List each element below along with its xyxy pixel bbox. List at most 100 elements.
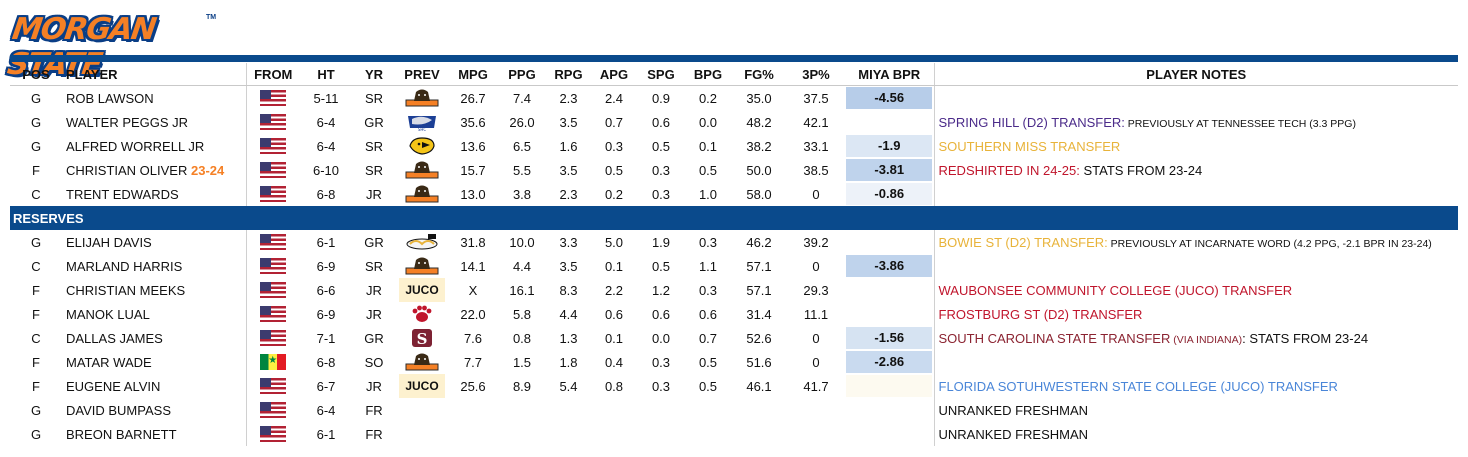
position-cell: F xyxy=(32,282,40,298)
table-row[interactable]: C MARLAND HARRIS 6-9 SR 14.1 4.4 3.5 0.1 0.5 1.1 5… xyxy=(10,254,1458,278)
table-row[interactable]: F EUGENE ALVIN 6-7 JR JUCO 25.6 8.9 5.4 0.8 0.3 0.… xyxy=(10,374,1458,398)
table-row[interactable]: G DAVID BUMPASS 6-4 FR UNRANKED FRESHMAN xyxy=(10,398,1458,422)
bpg-cell: 0.3 xyxy=(698,282,718,298)
column-header-apg[interactable]: APG xyxy=(591,63,637,86)
column-header-ht[interactable]: HT xyxy=(300,63,352,86)
note-text: BOWIE ST (D2) TRANSFER: xyxy=(938,234,1108,250)
apg-cell: 2.4 xyxy=(604,90,624,106)
ppg-cell: 6.5 xyxy=(512,138,532,154)
previous-school-cell xyxy=(396,350,448,374)
player-notes-cell: UNRANKED FRESHMAN xyxy=(933,422,1458,446)
table-row[interactable]: G ALFRED WORRELL JR 6-4 SR 13.6 6.5 1.6 0.3 0.5 0… xyxy=(10,134,1458,158)
mpg-cell: X xyxy=(468,282,478,298)
column-header-yr[interactable]: YR xyxy=(352,63,396,86)
bpg-cell: 0.5 xyxy=(698,162,718,178)
fg-pct-cell: 46.2 xyxy=(746,234,772,250)
previous-school-cell xyxy=(396,254,448,278)
apg-cell: 0.1 xyxy=(604,258,624,274)
height-cell: 6-8 xyxy=(316,354,336,370)
roster-table: POS PLAYER FROM HT YR PREV MPG PPG RPG APG SPG BPG F… xyxy=(10,63,1458,446)
table-row[interactable]: G ROB LAWSON 5-11 SR 26.7 7.4 2.3 2.4 0.9 0.2 35.0… xyxy=(10,85,1458,110)
column-header-bpg[interactable]: BPG xyxy=(685,63,731,86)
previous-school-cell xyxy=(396,302,448,326)
note-detail: PREVIOUSLY AT TENNESSEE TECH (3.3 PPG) xyxy=(1124,117,1356,130)
apg-cell: 0.4 xyxy=(604,354,624,370)
from-cell xyxy=(245,182,300,206)
player-notes-cell xyxy=(933,254,1458,278)
mpg-cell: 31.8 xyxy=(460,234,486,250)
table-row[interactable]: F MANOK LUAL 6-9 JR 22.0 5.8 4.4 0.6 0.6 0.6 31.4 1… xyxy=(10,302,1458,326)
bpg-cell xyxy=(685,422,731,446)
year-cell: JR xyxy=(366,306,382,322)
usa-flag-icon xyxy=(260,426,287,443)
column-header-player[interactable]: PLAYER xyxy=(62,63,246,86)
player-name: ROB LAWSON xyxy=(66,90,154,106)
column-header-rpg[interactable]: RPG xyxy=(546,63,591,86)
usa-flag-icon xyxy=(260,402,287,419)
height-cell: 6-9 xyxy=(316,306,336,322)
column-header-from[interactable]: FROM xyxy=(245,63,300,86)
player-name: ALFRED WORRELL JR xyxy=(66,138,205,154)
bowie-state-logo-icon xyxy=(404,232,440,252)
previous-school-cell xyxy=(396,158,448,182)
column-header-pos[interactable]: POS xyxy=(10,63,62,86)
bpr-value: -3.81 xyxy=(846,159,933,181)
player-name: MATAR WADE xyxy=(66,354,152,370)
from-cell xyxy=(245,350,300,374)
column-header-player-notes[interactable]: PLAYER NOTES xyxy=(933,63,1458,86)
player-name-cell: TRENT EDWARDS xyxy=(62,182,246,206)
miya-bpr-cell: -1.9 xyxy=(845,134,934,158)
table-row[interactable]: F CHRISTIAN MEEKS 6-6 JR JUCO X 16.1 8.3 2.2 1.2 0… xyxy=(10,278,1458,302)
usa-flag-icon xyxy=(260,234,287,251)
miya-bpr-cell: -1.56 xyxy=(845,326,934,350)
ppg-cell: 3.8 xyxy=(512,186,532,202)
player-notes-cell: WAUBONSEE COMMUNITY COLLEGE (JUCO) TRANS… xyxy=(933,278,1458,302)
previous-school-cell: S xyxy=(396,326,448,350)
column-header-fg-pct[interactable]: FG% xyxy=(731,63,787,86)
column-header-mpg[interactable]: MPG xyxy=(448,63,498,86)
bpg-cell: 0.5 xyxy=(698,354,718,370)
ppg-cell: 8.9 xyxy=(512,378,532,394)
bpg-cell: 0.2 xyxy=(698,90,718,106)
column-header-3p-pct[interactable]: 3P% xyxy=(787,63,845,86)
morgan-state-bear-logo-icon xyxy=(404,256,440,276)
height-cell: 6-1 xyxy=(316,426,336,442)
ppg-cell: 26.0 xyxy=(509,114,535,130)
morgan-state-bear-logo-icon xyxy=(404,160,440,180)
fg-pct-cell: 58.0 xyxy=(746,186,772,202)
column-header-ppg[interactable]: PPG xyxy=(498,63,546,86)
from-cell xyxy=(245,134,300,158)
year-cell: SR xyxy=(364,138,384,154)
mpg-cell: 25.6 xyxy=(460,378,486,394)
bpr-value xyxy=(846,231,932,253)
table-row[interactable]: F MATAR WADE 6-8 SO 7.7 1.5 1.8 0.4 0.3 0.5 51.6 0 -… xyxy=(10,350,1458,374)
rpg-cell: 3.5 xyxy=(559,258,578,274)
rpg-cell: 2.3 xyxy=(559,90,578,106)
bpr-value: -4.56 xyxy=(846,87,933,109)
column-header-miya-bpr[interactable]: MIYA BPR xyxy=(845,63,934,86)
table-row[interactable]: G ELIJAH DAVIS 6-1 GR 31.8 10.0 3.3 5.0 1.9 0.3 46… xyxy=(10,230,1458,254)
table-row[interactable]: F CHRISTIAN OLIVER 23-24 6-10 SR 15.7 5.5 3.5 0… xyxy=(10,158,1458,182)
miya-bpr-cell xyxy=(845,302,934,326)
player-name-cell: MATAR WADE xyxy=(62,350,246,374)
morgan-state-bear-logo-icon xyxy=(404,88,440,108)
fg-pct-cell: 48.2 xyxy=(746,114,772,130)
column-header-spg[interactable]: SPG xyxy=(637,63,685,86)
usa-flag-icon xyxy=(260,330,287,347)
usa-flag-icon xyxy=(260,162,287,179)
table-row[interactable]: G BREON BARNETT 6-1 FR UNRANKED FRESHMAN xyxy=(10,422,1458,446)
table-row[interactable]: C TRENT EDWARDS 6-8 JR 13.0 3.8 2.3 0.2 0.3 1.0 58… xyxy=(10,182,1458,206)
height-cell: 7-1 xyxy=(316,330,336,346)
3p-pct-cell: 0 xyxy=(812,186,820,202)
column-header-prev[interactable]: PREV xyxy=(396,63,448,86)
fg-pct-cell: 51.6 xyxy=(746,354,772,370)
rpg-cell: 1.8 xyxy=(559,354,578,370)
spg-cell: 0.9 xyxy=(651,90,671,106)
apg-cell: 0.7 xyxy=(604,114,624,130)
table-row[interactable]: G WALTER PEGGS JR 6-4 GR SHC 35.6 26.0 3.5 0.7 0.… xyxy=(10,110,1458,134)
fg-pct-cell: 57.1 xyxy=(746,282,772,298)
bpg-cell xyxy=(685,398,731,422)
ppg-cell xyxy=(498,398,546,422)
year-cell: FR xyxy=(365,426,383,442)
table-row[interactable]: C DALLAS JAMES 7-1 GR S 7.6 0.8 1.3 0.1 0.0 0.7 52.… xyxy=(10,326,1458,350)
